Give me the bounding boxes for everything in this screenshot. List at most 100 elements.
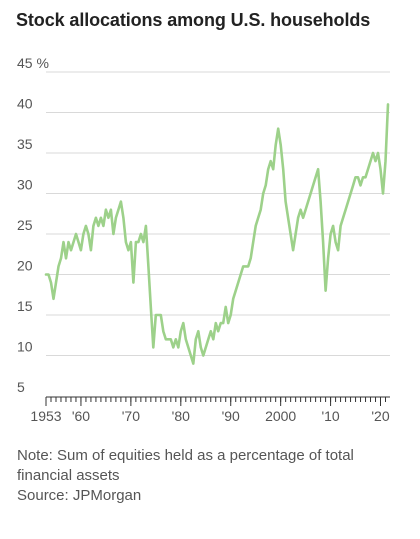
data-point [200,346,202,348]
data-point [382,192,384,195]
data-point [187,346,189,348]
data-point [227,322,229,324]
data-point [332,225,334,227]
data-point [374,160,377,162]
data-point [347,201,349,203]
chart-svg: 5 10 15 20 25 30 35 40 45 % 1953 '60 '70 '80 '90 2000… [17,55,390,424]
series-line [44,103,390,365]
chart-title: Stock allocations among U.S. households [16,10,371,30]
y-axis-ticks: 5 10 15 20 25 30 35 40 45 % [17,55,49,395]
data-point [70,249,72,251]
data-point [77,241,80,243]
data-point [100,217,102,219]
data-point [277,128,279,130]
data-point [377,152,379,154]
data-point [207,338,209,340]
y-tick-label: 25 [17,217,33,233]
data-point [245,265,247,267]
data-point [130,241,132,243]
x-tick-label: '20 [371,408,389,424]
y-tick-label: 40 [17,96,33,112]
data-point [235,290,237,292]
data-point [80,249,82,251]
data-point [350,192,352,195]
data-point [115,217,117,219]
data-point [369,160,372,162]
y-tick-label: 20 [17,258,33,274]
data-point [302,217,304,219]
data-point [160,314,162,316]
data-point [359,184,362,186]
data-point [165,338,167,340]
data-point [225,306,227,308]
data-point [52,298,55,300]
data-point [337,249,339,251]
data-point [342,217,344,219]
note-text: Note: Sum of equities held as a percenta… [17,447,354,484]
data-point [312,184,314,186]
data-point [327,257,329,259]
data-point [267,168,269,170]
data-point [372,152,374,154]
data-point [120,201,122,203]
data-point [127,249,129,251]
data-point [72,241,75,243]
data-point [340,225,342,227]
data-point [117,209,119,211]
data-point [137,241,139,243]
data-point [145,225,147,227]
data-point [140,233,142,235]
data-point [364,176,367,178]
data-point [242,265,244,267]
data-point [185,338,187,340]
data-point [315,176,317,178]
data-point [275,144,277,146]
data-point [379,168,382,170]
data-point [177,346,179,348]
data-point [260,209,262,211]
data-point [292,249,294,251]
data-point [152,346,154,348]
data-point [97,225,99,227]
data-point [265,184,267,186]
data-point [282,168,284,170]
x-tick-label: 2000 [265,408,296,424]
data-point [240,273,242,276]
data-point [217,330,219,332]
data-point [47,273,50,276]
x-tick-label: '10 [321,408,339,424]
y-tick-label: 35 [17,136,33,152]
data-point [57,265,60,267]
data-point [317,168,319,170]
data-point [132,282,134,284]
x-tick-label: '70 [122,408,140,424]
data-point [157,314,159,316]
y-tick-label: 10 [17,339,33,355]
data-point [50,282,52,284]
data-point [65,257,67,259]
data-point [92,225,94,227]
chart-note: Note: Sum of equities held as a percenta… [17,446,397,506]
data-point [354,176,357,178]
x-axis: 1953 '60 '70 '80 '90 2000 '10 '20 [30,396,390,424]
data-point [182,322,184,324]
data-point [205,346,207,348]
y-tick-label: 45 % [17,55,49,71]
data-point [90,249,92,251]
data-point [87,233,89,235]
data-point [102,225,104,227]
data-point [190,354,192,357]
x-tick-label: '90 [222,408,240,424]
data-point [322,241,324,243]
data-point [215,322,217,324]
data-point [357,176,359,178]
data-point [60,257,62,259]
data-point [320,201,322,203]
data-point [220,322,222,324]
data-point [237,282,239,284]
data-point [230,314,232,316]
series-layer [44,103,390,365]
data-point [345,209,347,211]
data-point [212,338,214,340]
x-tick-label: '80 [172,408,190,424]
